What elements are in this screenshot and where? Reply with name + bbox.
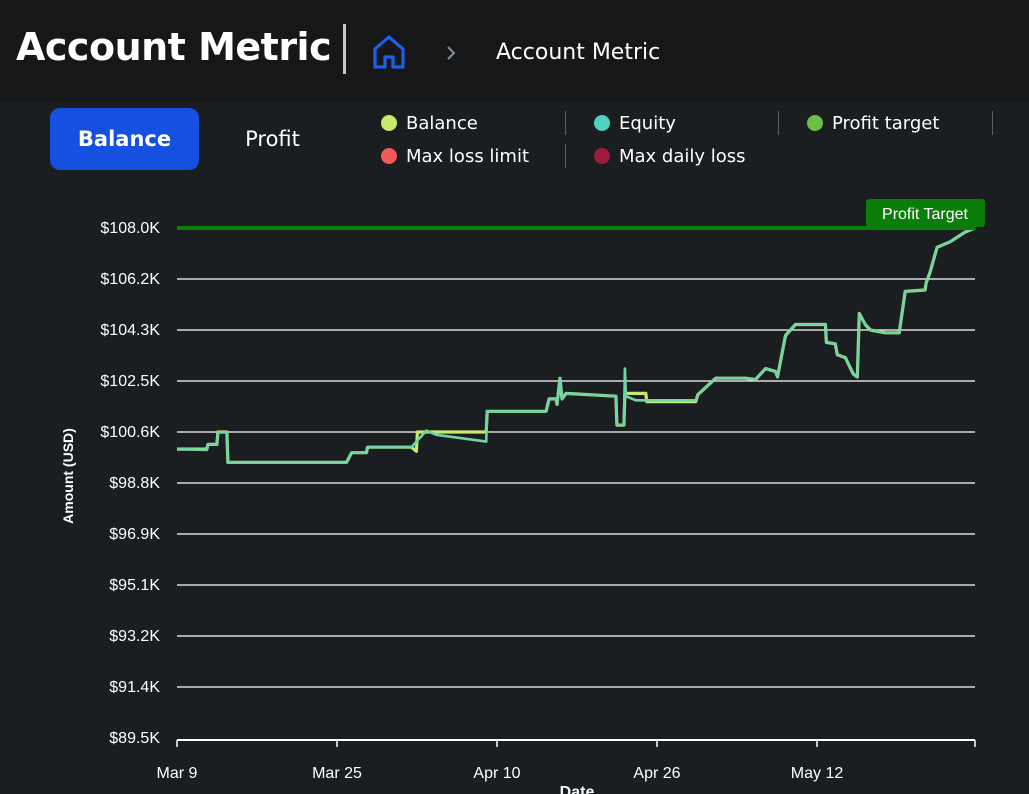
breadcrumb-current[interactable]: Account Metric	[496, 40, 661, 65]
x-tick-label: Apr 10	[473, 765, 520, 782]
legend-label-max-loss-limit: Max loss limit	[406, 145, 530, 167]
axis-layer: $108.0K $106.2K $104.3K $102.5K $100.6K $98.8…	[100, 220, 976, 782]
profit-target-label: Profit Target	[882, 206, 969, 223]
y-tick-label: $102.5K	[100, 373, 160, 390]
legend-balance[interactable]: Balance	[381, 111, 478, 135]
y-tick-label: $108.0K	[100, 220, 160, 237]
legend-max-loss-limit[interactable]: Max loss limit	[381, 144, 529, 168]
tab-balance[interactable]: Balance	[50, 108, 199, 170]
y-tick-label: $96.9K	[109, 526, 160, 543]
page-title: Account Metric	[16, 25, 332, 69]
y-tick-label: $106.2K	[100, 271, 160, 288]
y-tick-label: $95.1K	[109, 577, 160, 594]
tab-profit[interactable]: Profit	[245, 127, 300, 151]
series-line-equity	[176, 226, 976, 464]
y-tick-label: $100.6K	[100, 424, 160, 441]
legend-dot-profit-target	[807, 115, 823, 131]
series-layer	[176, 226, 976, 464]
grid-layer	[177, 278, 975, 688]
x-tick-label: Mar 25	[312, 765, 362, 782]
y-tick-label: $104.3K	[100, 322, 160, 339]
legend-separator	[565, 144, 566, 168]
y-tick-label: $89.5K	[109, 730, 160, 747]
legend-dot-max-daily-loss	[594, 148, 610, 164]
legend-separator	[565, 111, 566, 135]
legend-dot-max-loss-limit	[381, 148, 397, 164]
profit-target-badge	[866, 199, 985, 227]
y-axis-label: Amount (USD)	[60, 428, 76, 524]
legend-equity[interactable]: Equity	[594, 111, 676, 135]
legend-max-daily-loss[interactable]: Max daily loss	[594, 144, 746, 168]
header-divider	[343, 24, 346, 74]
x-tick-label: Mar 9	[157, 765, 198, 782]
legend-label-max-daily-loss: Max daily loss	[619, 145, 746, 167]
legend-label-equity: Equity	[619, 112, 676, 134]
x-axis-label: Date	[560, 784, 595, 794]
y-tick-label: $93.2K	[109, 628, 160, 645]
y-tick-label: $98.8K	[109, 475, 160, 492]
legend-dot-equity	[594, 115, 610, 131]
legend-label-balance: Balance	[406, 112, 478, 134]
legend-separator	[992, 111, 993, 135]
chevron-right-icon	[442, 42, 460, 64]
x-tick-label: May 12	[791, 765, 844, 782]
y-tick-label: $91.4K	[109, 679, 160, 696]
legend-label-profit-target: Profit target	[832, 112, 940, 134]
legend-profit-target[interactable]: Profit target	[807, 111, 939, 135]
x-tick-label: Apr 26	[633, 765, 680, 782]
legend-separator	[778, 111, 779, 135]
legend-dot-balance	[381, 115, 397, 131]
top-header: Account Metric Account Metric	[0, 0, 1029, 102]
home-icon[interactable]	[370, 33, 408, 71]
series-line-balance	[177, 226, 976, 464]
target-layer: Profit Target	[177, 199, 985, 230]
